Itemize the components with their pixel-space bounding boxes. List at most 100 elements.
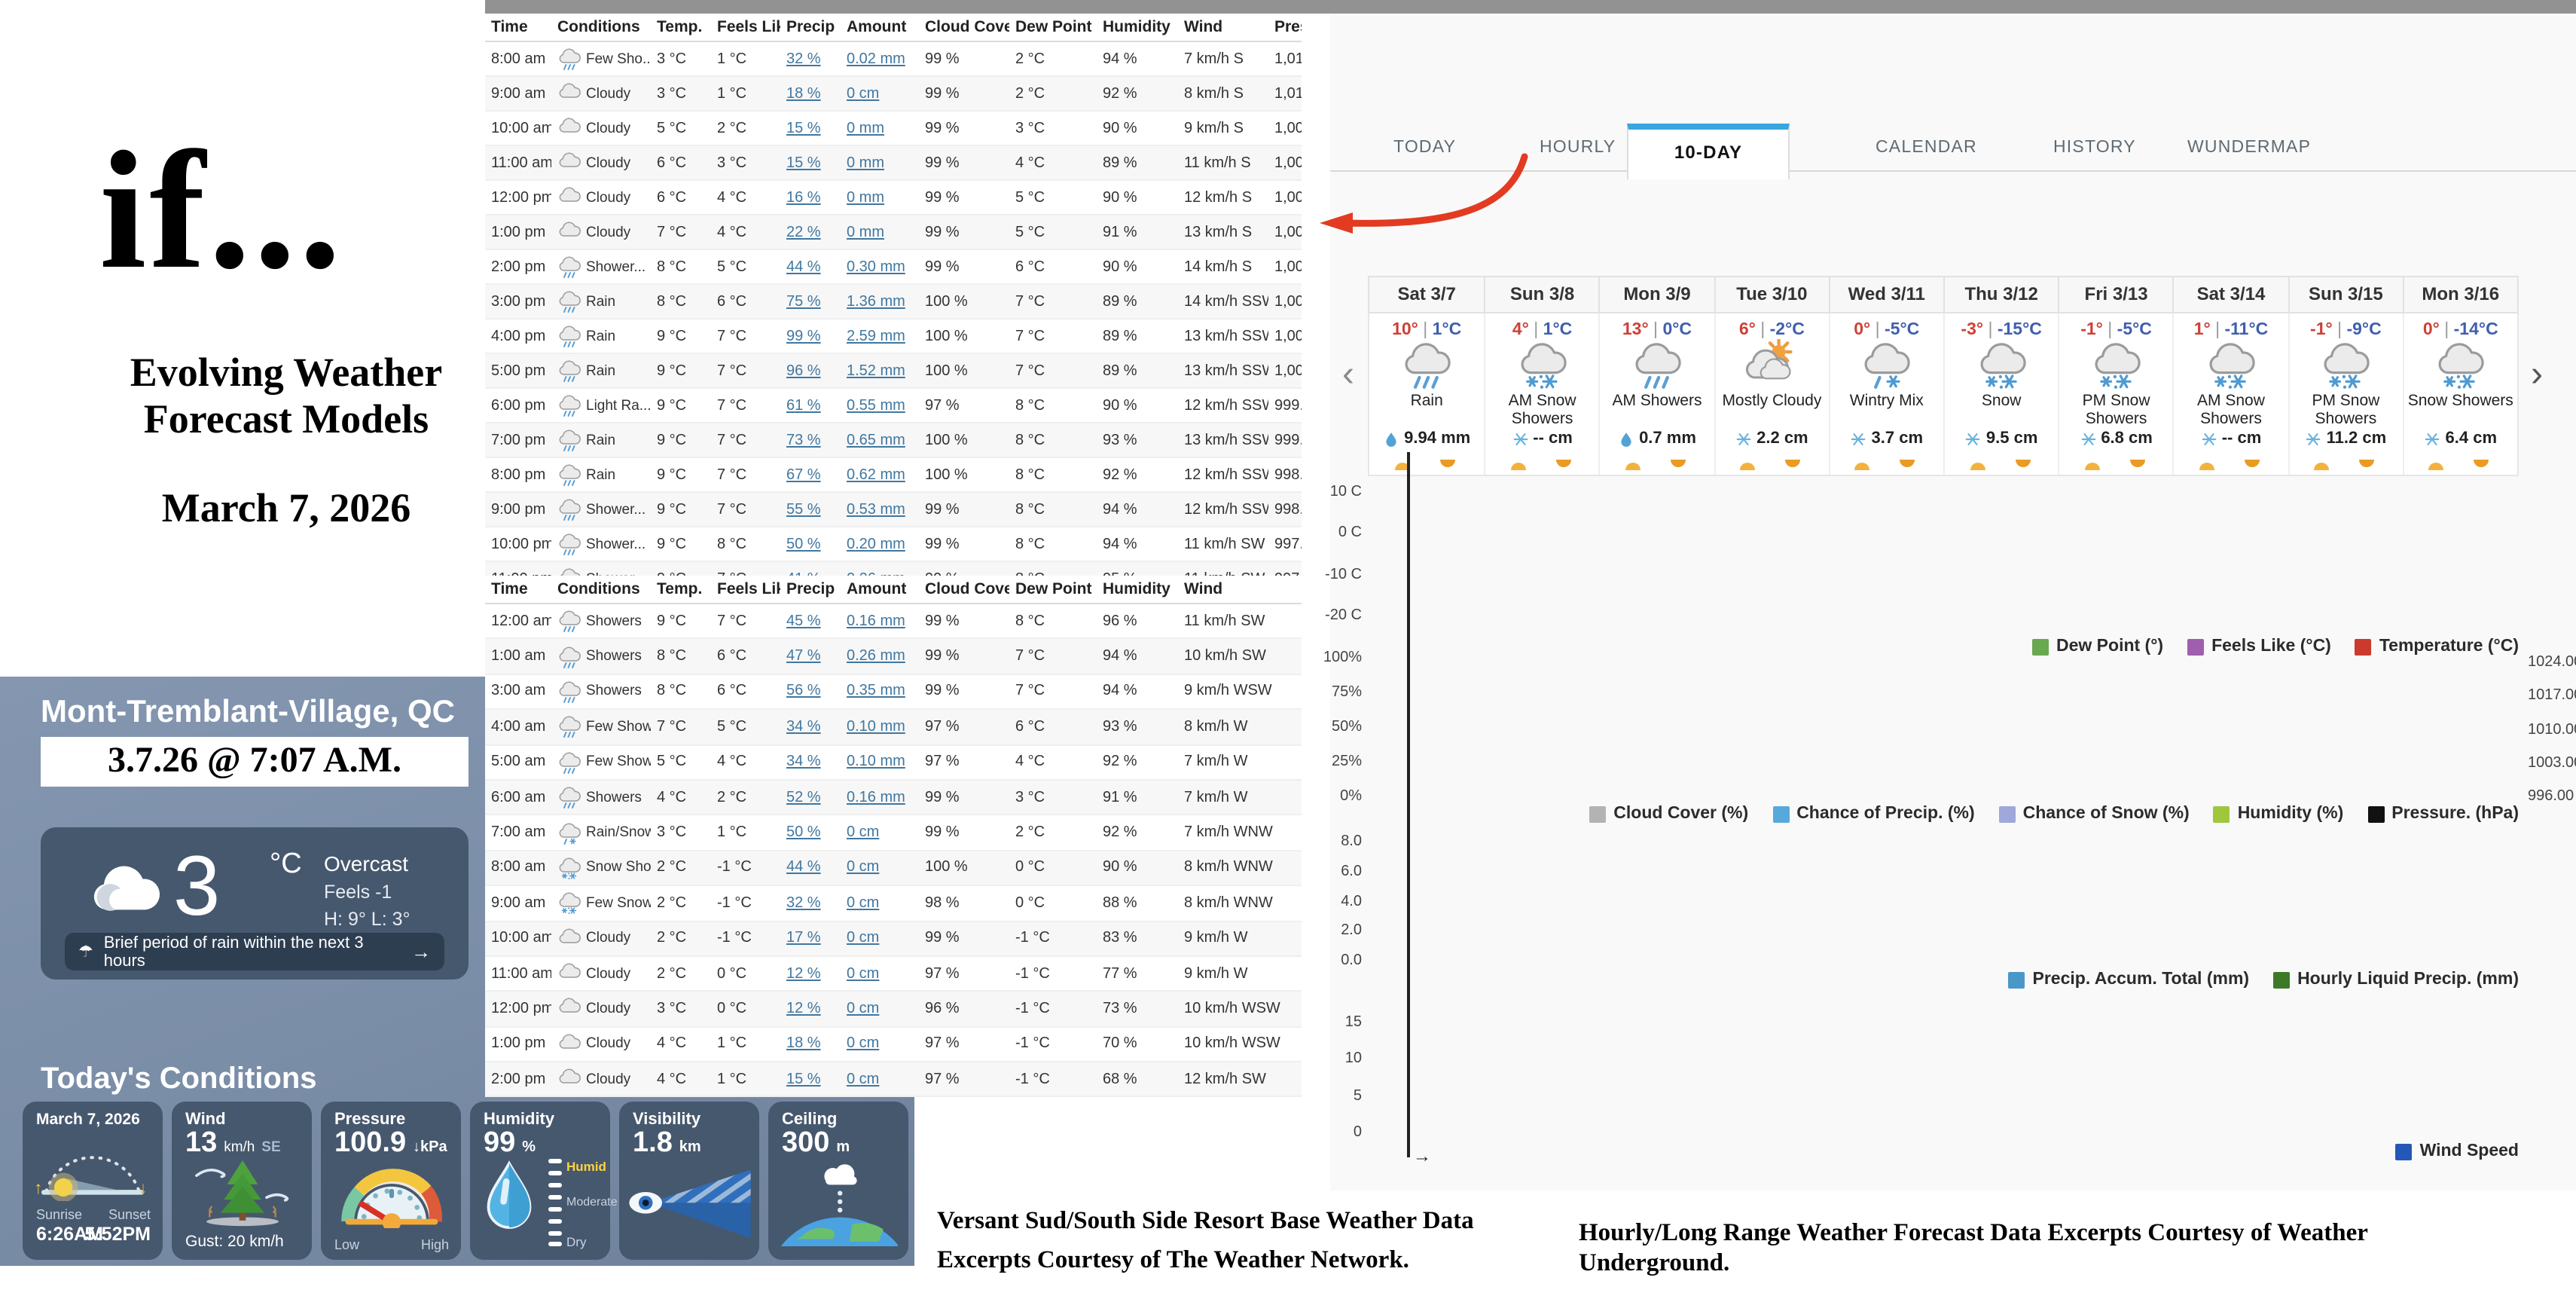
sunrise-marker-icon: [1970, 463, 1985, 470]
day-tile[interactable]: 10° | 1°C Rain 9.94 mm: [1369, 313, 1484, 475]
table-row: 10:00 am Cloudy 5 °C 2 °C 15 % 0 mm 99 % 3 °C 90…: [485, 112, 1302, 146]
tab-10-day[interactable]: 10-DAY: [1627, 124, 1790, 179]
cell-precip[interactable]: 67 %: [786, 466, 821, 483]
tab-history[interactable]: HISTORY: [2053, 139, 2136, 157]
cell-precip[interactable]: 73 %: [786, 432, 821, 448]
cell-amount[interactable]: 0 cm: [847, 859, 880, 876]
cell-precip[interactable]: 56 %: [786, 683, 821, 700]
cell-precip[interactable]: 96 %: [786, 362, 821, 379]
cell-precip[interactable]: 44 %: [786, 258, 821, 275]
day-header-cell[interactable]: Sat 3/14: [2172, 277, 2288, 312]
cell-amount[interactable]: 0.30 mm: [847, 258, 905, 275]
cell-amount[interactable]: 0 cm: [847, 85, 880, 102]
day-header-cell[interactable]: Sun 3/15: [2288, 277, 2402, 312]
cell-precip[interactable]: 34 %: [786, 753, 821, 771]
cell-precip[interactable]: 75 %: [786, 293, 821, 310]
day-header-cell[interactable]: Tue 3/10: [1714, 277, 1828, 312]
cell-precip[interactable]: 15 %: [786, 120, 821, 136]
cell-amount[interactable]: 0.53 mm: [847, 501, 905, 518]
carousel-left-chevron[interactable]: ‹: [1342, 354, 1354, 395]
cell-amount[interactable]: 0 cm: [847, 1000, 880, 1017]
cell-amount[interactable]: 0.02 mm: [847, 50, 905, 67]
cell-amount[interactable]: 0 mm: [847, 154, 884, 171]
cell-amount[interactable]: 0 mm: [847, 189, 884, 206]
cell-precip[interactable]: 52 %: [786, 789, 821, 806]
cell-amount[interactable]: 0.16 mm: [847, 613, 905, 630]
cell-amount[interactable]: 0.20 mm: [847, 536, 905, 552]
cell-amount[interactable]: 2.59 mm: [847, 328, 905, 344]
cell-precip[interactable]: 50 %: [786, 536, 821, 552]
day-tile[interactable]: 4° | 1°C AM Snow Showers -- cm: [1484, 313, 1598, 475]
column-header: Pres: [1274, 18, 1302, 36]
cell-precip[interactable]: 18 %: [786, 1035, 821, 1053]
cell-amount[interactable]: 0 cm: [847, 930, 880, 947]
cell-amount[interactable]: 0.55 mm: [847, 397, 905, 414]
cell-amount[interactable]: 0 cm: [847, 1071, 880, 1088]
cell-precip[interactable]: 55 %: [786, 501, 821, 518]
day-header-cell[interactable]: Thu 3/12: [1943, 277, 2058, 312]
cell-amount[interactable]: 1.36 mm: [847, 293, 905, 310]
tab-calendar[interactable]: CALENDAR: [1876, 139, 1977, 157]
day-tile[interactable]: 0° | -14°C Snow Showers 6.4 cm: [2402, 313, 2517, 475]
day-tile[interactable]: -1° | -9°C PM Snow Showers 11.2 cm: [2288, 313, 2402, 475]
day-header-cell[interactable]: Sun 3/8: [1484, 277, 1598, 312]
cell-precip[interactable]: 99 %: [786, 328, 821, 344]
day-header-cell[interactable]: Fri 3/13: [2058, 277, 2172, 312]
cell-precip[interactable]: 61 %: [786, 397, 821, 414]
cell-precip[interactable]: 12 %: [786, 1000, 821, 1017]
tab-wundermap[interactable]: WUNDERMAP: [2187, 139, 2312, 157]
cell-amount[interactable]: 0 mm: [847, 224, 884, 240]
cell-precip[interactable]: 32 %: [786, 50, 821, 67]
cell-precip[interactable]: 32 %: [786, 894, 821, 912]
cell-amount[interactable]: 0 cm: [847, 1035, 880, 1053]
cell-amount[interactable]: 0.35 mm: [847, 683, 905, 700]
cell-time: 9:00 am: [491, 894, 546, 912]
cell-amount[interactable]: 0 cm: [847, 965, 880, 983]
cell-precip[interactable]: 47 %: [786, 648, 821, 665]
cell-precip[interactable]: 22 %: [786, 224, 821, 240]
cell-precip[interactable]: 34 %: [786, 718, 821, 735]
cell-amount[interactable]: 0.10 mm: [847, 718, 905, 735]
cell-amount[interactable]: 0.65 mm: [847, 432, 905, 448]
cell-precip[interactable]: 12 %: [786, 965, 821, 983]
day-tile[interactable]: 0° | -5°C Wintry Mix 3.7 cm: [1828, 313, 1943, 475]
legend-label: Precip. Accum. Total (mm): [2032, 970, 2250, 989]
cell-precip[interactable]: 18 %: [786, 85, 821, 102]
cell-amount[interactable]: 0.10 mm: [847, 753, 905, 771]
day-header-cell[interactable]: Mon 3/16: [2402, 277, 2517, 312]
day-tile[interactable]: 6° | -2°C Mostly Cloudy 2.2 cm: [1714, 313, 1828, 475]
day-tile[interactable]: 13° | 0°C AM Showers 0.7 mm: [1598, 313, 1714, 475]
day-header-cell[interactable]: Wed 3/11: [1828, 277, 1943, 312]
tab-today[interactable]: TODAY: [1393, 139, 1457, 157]
cell-amount[interactable]: 0 cm: [847, 894, 880, 912]
sunset-marker-icon: [2015, 460, 2031, 467]
cell-amount[interactable]: 0.26 mm: [847, 648, 905, 665]
day-header-cell[interactable]: Sat 3/7: [1397, 283, 1456, 304]
cell-pressure: 1,011.: [1274, 85, 1302, 102]
cell-amount[interactable]: 0 cm: [847, 824, 880, 842]
cell-amount[interactable]: 0.62 mm: [847, 466, 905, 483]
cell-precip[interactable]: 44 %: [786, 859, 821, 876]
cell-precip[interactable]: 15 %: [786, 154, 821, 171]
cell-cloud-cover: 99 %: [925, 613, 960, 630]
day-header-cell[interactable]: Mon 3/9: [1598, 277, 1714, 312]
carousel-right-chevron[interactable]: ›: [2531, 354, 2543, 395]
condition-cloud-icon: [557, 185, 581, 209]
table-row: 8:00 pm Rain 9 °C 7 °C 67 % 0.62 mm 100 % 8 °C 9…: [485, 458, 1302, 493]
weather-alert-pill[interactable]: ☂ Brief period of rain within the next 3…: [65, 933, 444, 970]
cell-conditions: Rain/Snow Sho...: [551, 821, 651, 845]
day-tile[interactable]: -3° | -15°C Snow 9.5 cm: [1943, 313, 2058, 475]
cell-amount[interactable]: 1.52 mm: [847, 362, 905, 379]
cell-amount[interactable]: 0 mm: [847, 120, 884, 136]
cell-precip[interactable]: 45 %: [786, 613, 821, 630]
cell-precip[interactable]: 16 %: [786, 189, 821, 206]
cell-precip[interactable]: 17 %: [786, 930, 821, 947]
cell-precip[interactable]: 15 %: [786, 1071, 821, 1088]
day-tile[interactable]: 1° | -11°C AM Snow Showers -- cm: [2172, 313, 2288, 475]
day-tile[interactable]: -1° | -5°C PM Snow Showers 6.8 cm: [2058, 313, 2172, 475]
cell-precip[interactable]: 50 %: [786, 824, 821, 842]
tab-hourly[interactable]: HOURLY: [1540, 139, 1616, 157]
cell-pressure: 997.78: [1274, 536, 1302, 552]
cell-time: 3:00 pm: [491, 293, 546, 310]
cell-amount[interactable]: 0.16 mm: [847, 789, 905, 806]
